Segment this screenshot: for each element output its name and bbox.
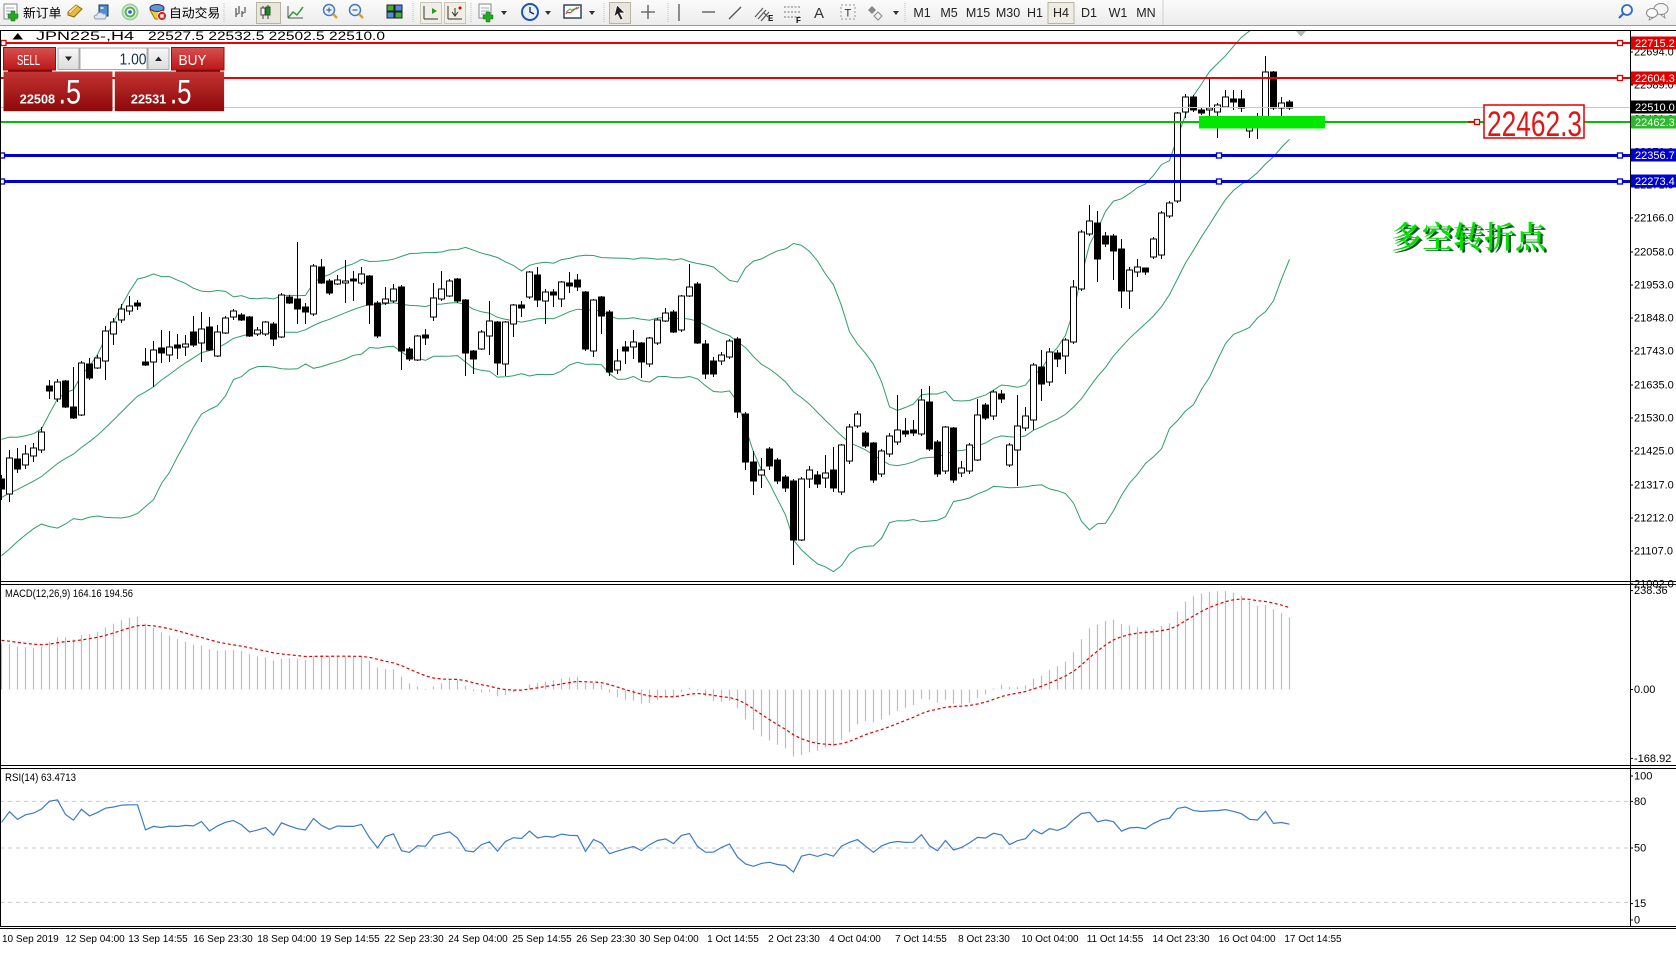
- svg-text:21848.0: 21848.0: [1634, 313, 1674, 325]
- svg-text:22166.0: 22166.0: [1634, 213, 1674, 225]
- svg-text:M5: M5: [940, 6, 957, 20]
- svg-text:10 Oct 04:00: 10 Oct 04:00: [1021, 934, 1079, 945]
- svg-text:RSI(14) 63.4713: RSI(14) 63.4713: [5, 772, 76, 784]
- svg-text:21530.0: 21530.0: [1634, 413, 1674, 425]
- svg-text:0.00: 0.00: [1634, 684, 1655, 696]
- svg-text:H1: H1: [1027, 6, 1043, 20]
- svg-text:80: 80: [1634, 796, 1646, 808]
- svg-text:21212.0: 21212.0: [1634, 513, 1674, 525]
- svg-text:22604.3: 22604.3: [1635, 73, 1675, 85]
- svg-text:7 Oct 14:55: 7 Oct 14:55: [895, 934, 947, 945]
- svg-text:22 Sep 23:30: 22 Sep 23:30: [384, 934, 444, 945]
- svg-text:M15: M15: [966, 6, 990, 20]
- svg-text:24 Sep 04:00: 24 Sep 04:00: [448, 934, 508, 945]
- svg-text:2 Oct 23:30: 2 Oct 23:30: [768, 934, 820, 945]
- svg-text:15: 15: [1634, 898, 1646, 910]
- svg-text:22715.2: 22715.2: [1635, 38, 1675, 50]
- svg-text:21953.0: 21953.0: [1634, 280, 1674, 292]
- svg-text:M30: M30: [996, 6, 1020, 20]
- svg-text:100: 100: [1634, 771, 1652, 783]
- svg-text:0: 0: [1634, 915, 1640, 927]
- svg-text:10 Sep 2019: 10 Sep 2019: [2, 934, 59, 945]
- svg-text:238.36: 238.36: [1634, 585, 1668, 597]
- svg-text:17 Oct 14:55: 17 Oct 14:55: [1284, 934, 1342, 945]
- svg-text:25 Sep 14:55: 25 Sep 14:55: [512, 934, 572, 945]
- svg-text:50: 50: [1634, 843, 1646, 855]
- svg-text:18 Sep 04:00: 18 Sep 04:00: [257, 934, 317, 945]
- svg-text:4 Oct 04:00: 4 Oct 04:00: [829, 934, 881, 945]
- svg-text:19 Sep 14:55: 19 Sep 14:55: [320, 934, 380, 945]
- svg-text:22058.0: 22058.0: [1634, 247, 1674, 259]
- svg-text:E: E: [768, 14, 774, 23]
- svg-text:22462.3: 22462.3: [1635, 117, 1675, 129]
- svg-text:14 Oct 23:30: 14 Oct 23:30: [1152, 934, 1210, 945]
- svg-text:T: T: [845, 8, 852, 20]
- svg-text:MN: MN: [1136, 6, 1155, 20]
- svg-text:22273.4: 22273.4: [1635, 176, 1675, 188]
- svg-text:30 Sep 04:00: 30 Sep 04:00: [639, 934, 699, 945]
- svg-text:11 Oct 14:55: 11 Oct 14:55: [1087, 934, 1144, 945]
- svg-text:21002.0: 21002.0: [1634, 579, 1674, 591]
- svg-text:22510.0: 22510.0: [1635, 102, 1675, 114]
- svg-text:M1: M1: [913, 6, 930, 20]
- svg-text:22527.5 22532.5 22502.5 22510.: 22527.5 22532.5 22502.5 22510.0: [148, 31, 385, 43]
- svg-text:22356.7: 22356.7: [1635, 150, 1675, 162]
- svg-text:21317.0: 21317.0: [1634, 480, 1674, 492]
- svg-text:-168.92: -168.92: [1634, 753, 1671, 765]
- svg-text:8 Oct 23:30: 8 Oct 23:30: [958, 934, 1010, 945]
- svg-text:W1: W1: [1109, 6, 1128, 20]
- svg-text:22462.3: 22462.3: [1487, 105, 1582, 144]
- svg-text:A: A: [814, 5, 824, 22]
- svg-text:21635.0: 21635.0: [1634, 380, 1674, 392]
- svg-text:16 Sep 23:30: 16 Sep 23:30: [193, 934, 253, 945]
- svg-text:26 Sep 23:30: 26 Sep 23:30: [576, 934, 636, 945]
- svg-text:16 Oct 04:00: 16 Oct 04:00: [1218, 934, 1276, 945]
- svg-text:JPN225-,H4: JPN225-,H4: [36, 31, 135, 43]
- svg-text:13 Sep 14:55: 13 Sep 14:55: [128, 934, 188, 945]
- svg-text:MACD(12,26,9) 164.16 194.56: MACD(12,26,9) 164.16 194.56: [5, 588, 133, 600]
- svg-text:H4: H4: [1053, 6, 1069, 20]
- svg-text:1 Oct 14:55: 1 Oct 14:55: [707, 934, 759, 945]
- svg-text:F: F: [796, 16, 801, 25]
- svg-text:12 Sep 04:00: 12 Sep 04:00: [65, 934, 125, 945]
- svg-text:21743.0: 21743.0: [1634, 346, 1674, 358]
- svg-text:D1: D1: [1081, 6, 1097, 20]
- svg-text:21107.0: 21107.0: [1634, 546, 1673, 558]
- svg-text:21425.0: 21425.0: [1634, 446, 1674, 458]
